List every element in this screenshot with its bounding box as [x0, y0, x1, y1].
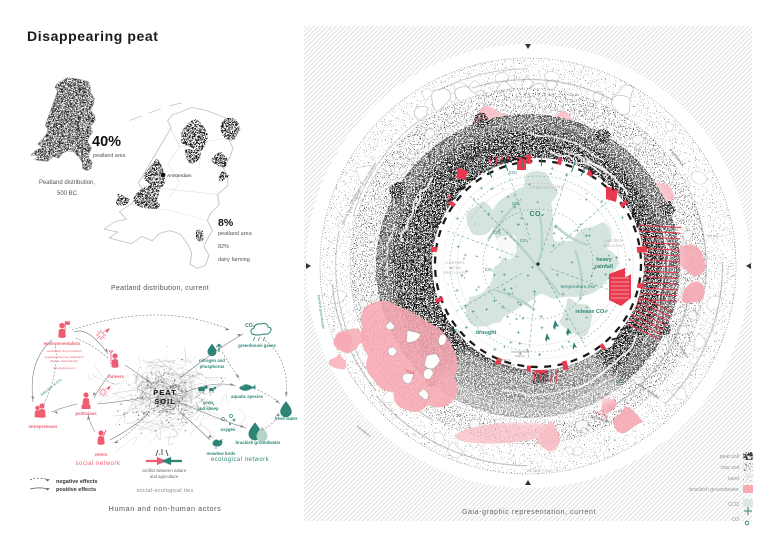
svg-text:PEAT: PEAT [153, 388, 176, 397]
svg-text:Gaia-graphic representation, c: Gaia-graphic representation, current [462, 509, 596, 516]
svg-text:oxygen: oxygen [220, 427, 235, 432]
svg-text:SOIL: SOIL [154, 397, 176, 406]
svg-text:CO₂: CO₂ [451, 328, 460, 333]
svg-text:8%: 8% [218, 217, 234, 229]
svg-text:(Greidefjammen): (Greidefjammen) [53, 366, 76, 370]
svg-text:phosphorus: phosphorus [200, 364, 225, 369]
svg-text:(Mobile Netherlands): (Mobile Netherlands) [50, 359, 78, 363]
svg-text:Peatland distribution,: Peatland distribution, [39, 180, 95, 186]
svg-text:1 lowering: 1 lowering [592, 410, 609, 419]
svg-text:social network: social network [75, 461, 121, 467]
svg-text:entrepreneurs: entrepreneurs [29, 424, 59, 429]
svg-text:CO₂: CO₂ [520, 238, 529, 243]
svg-text:aquatic species: aquatic species [231, 394, 264, 399]
svg-text:station: station [515, 354, 525, 358]
svg-text:ATMOSPHERE: ATMOSPHERE [530, 185, 564, 190]
svg-text:CO₂: CO₂ [616, 379, 625, 384]
svg-text:conflict between nature: conflict between nature [142, 468, 187, 473]
svg-text:and sheep: and sheep [197, 406, 219, 411]
svg-text:peatland area: peatland area [218, 231, 253, 237]
svg-text:82%: 82% [218, 244, 229, 250]
svg-text:brackish groundwater: brackish groundwater [689, 487, 739, 493]
svg-text:CO2: CO2 [728, 502, 739, 508]
svg-text:2 METRES: 2 METRES [446, 261, 465, 265]
svg-text:Disappearing peat: Disappearing peat [27, 28, 159, 44]
svg-text:N: N [447, 195, 451, 201]
svg-text:temperature rise: temperature rise [561, 284, 596, 290]
svg-text:negative effects: negative effects [56, 479, 98, 485]
svg-text:CO₂: CO₂ [485, 267, 494, 272]
svg-text:O₂: O₂ [221, 417, 227, 423]
svg-text:and agriculture: and agriculture [150, 474, 179, 479]
svg-text:CO₂: CO₂ [493, 230, 502, 235]
svg-text:dairy farming: dairy farming [218, 257, 250, 263]
svg-text:environmentalists: environmentalists [44, 341, 81, 346]
svg-text:greenhouse gases: greenhouse gases [238, 343, 276, 348]
svg-text:heavy: heavy [596, 257, 613, 263]
svg-text:transforming: transforming [511, 350, 529, 354]
svg-text:O2: O2 [732, 517, 739, 523]
svg-text:voters: voters [95, 452, 109, 457]
svg-text:CO₂: CO₂ [512, 201, 521, 206]
svg-text:CO₂: CO₂ [529, 211, 544, 218]
svg-text:meadow birds: meadow birds [207, 451, 237, 456]
svg-text:SAND: SAND [706, 233, 719, 238]
svg-text:brackish groundwater: brackish groundwater [317, 295, 326, 330]
svg-text:fresh water: fresh water [275, 416, 298, 421]
svg-text:peat soil: peat soil [720, 454, 739, 460]
svg-text:40%: 40% [92, 134, 121, 150]
svg-text:steep is: steep is [500, 358, 511, 362]
svg-text:GEOMETRES: GEOMETRES [527, 469, 553, 473]
svg-text:clay soil: clay soil [721, 465, 739, 471]
svg-text:rainfall: rainfall [595, 264, 614, 270]
svg-text:crack: crack [406, 369, 416, 376]
svg-text:nitrogen and: nitrogen and [199, 358, 225, 363]
svg-text:positive effects: positive effects [56, 487, 96, 493]
svg-text:INITIAL: INITIAL [449, 266, 462, 270]
svg-text:pumped water: pumped water [495, 363, 516, 367]
svg-text:ecological network: ecological network [211, 457, 270, 463]
svg-text:500 BC: 500 BC [57, 191, 78, 197]
svg-text:groundwater: groundwater [590, 414, 611, 424]
svg-text:PEAT LEVEL: PEAT LEVEL [444, 271, 466, 275]
svg-text:sand: sand [728, 476, 739, 482]
svg-text:cows: cows [203, 400, 214, 405]
svg-text:farmers: farmers [108, 374, 124, 379]
svg-text:Landschap Noord-Holland: Landschap Noord-Holland [47, 349, 82, 353]
svg-text:P: P [454, 195, 458, 201]
svg-text:CO₂: CO₂ [509, 170, 518, 175]
svg-text:drought: drought [476, 330, 497, 336]
svg-text:Amsterdam: Amsterdam [167, 173, 192, 179]
svg-text:release CO₂: release CO₂ [575, 309, 607, 315]
svg-text:SEA LEVEL: SEA LEVEL [603, 244, 623, 248]
svg-text:Human and non-human actors: Human and non-human actors [109, 504, 222, 513]
svg-text:social-ecological ties: social-ecological ties [136, 488, 193, 494]
svg-text:Vogelbescherming Nederland: Vogelbescherming Nederland [44, 355, 84, 359]
svg-text:Peatland distribution, current: Peatland distribution, current [111, 285, 209, 292]
svg-text:CO₂: CO₂ [245, 323, 255, 329]
svg-text:brackish groundwater: brackish groundwater [236, 440, 281, 445]
svg-text:peatland area: peatland area [93, 153, 125, 159]
svg-text:0 METRES: 0 METRES [604, 239, 623, 243]
svg-text:politicians: politicians [75, 411, 97, 416]
